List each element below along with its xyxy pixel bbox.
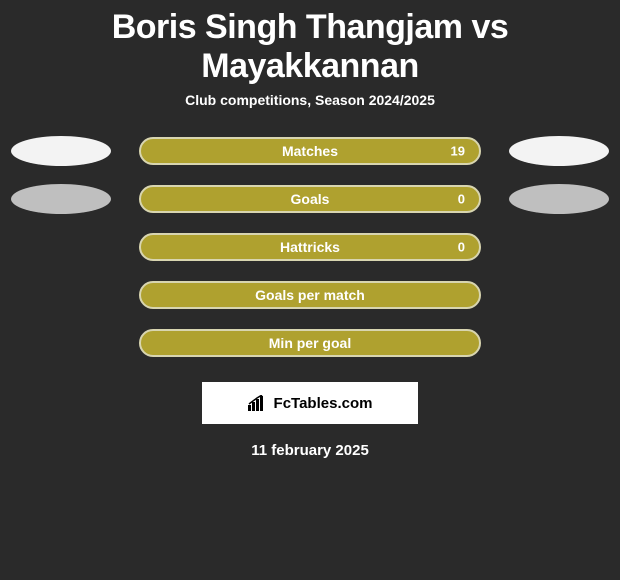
stat-pill: Min per goal — [139, 329, 481, 357]
stat-pill: Matches 19 — [139, 137, 481, 165]
infographic-container: Boris Singh Thangjam vs Mayakkannan Club… — [0, 0, 620, 459]
stat-label: Goals — [291, 191, 330, 207]
footer-brand-box: FcTables.com — [202, 382, 418, 424]
stat-pill: Goals per match — [139, 281, 481, 309]
stat-value: 0 — [458, 240, 465, 255]
stat-value: 0 — [458, 192, 465, 207]
stat-label: Matches — [282, 143, 338, 159]
page-subtitle: Club competitions, Season 2024/2025 — [0, 92, 620, 136]
stat-row: Hattricks 0 — [4, 232, 616, 262]
page-title: Boris Singh Thangjam vs Mayakkannan — [0, 0, 620, 92]
date-text: 11 february 2025 — [0, 442, 620, 459]
stat-pill: Hattricks 0 — [139, 233, 481, 261]
stat-label: Min per goal — [269, 335, 351, 351]
left-ellipse — [11, 136, 111, 166]
stat-rows: Matches 19 Goals 0 Hattricks 0 Goals per match… — [0, 136, 620, 358]
stat-row: Goals 0 — [4, 184, 616, 214]
right-ellipse — [509, 136, 609, 166]
stat-row: Min per goal — [4, 328, 616, 358]
stat-label: Hattricks — [280, 239, 340, 255]
stat-value: 19 — [451, 144, 465, 159]
right-ellipse — [509, 184, 609, 214]
left-ellipse — [11, 184, 111, 214]
stat-row: Goals per match — [4, 280, 616, 310]
chart-icon — [248, 395, 268, 411]
stat-label: Goals per match — [255, 287, 365, 303]
stat-row: Matches 19 — [4, 136, 616, 166]
footer-brand-text: FcTables.com — [274, 395, 373, 412]
stat-pill: Goals 0 — [139, 185, 481, 213]
